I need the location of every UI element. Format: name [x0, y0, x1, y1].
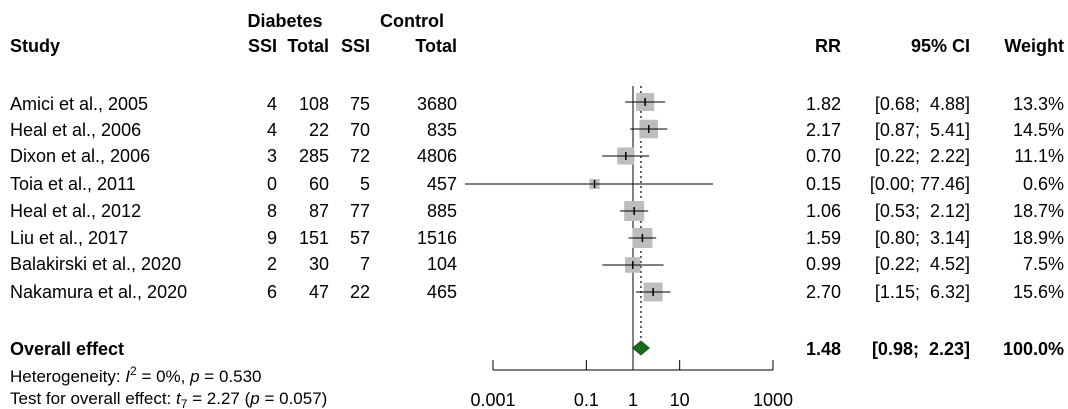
diabetes-total: 22 [309, 120, 329, 140]
control-total: 1516 [417, 228, 457, 248]
control-total: 457 [427, 174, 457, 194]
diabetes-ssi: 0 [267, 174, 277, 194]
table-row: Balakirski et al., 2020 2 30 7 104 0.99 … [10, 254, 1064, 274]
table-row: Heal et al., 2006 4 22 70 835 2.17 [0.87… [10, 120, 1064, 140]
diabetes-ssi: 6 [267, 282, 277, 302]
rr-value: 0.70 [806, 146, 841, 166]
control-total: 4806 [417, 146, 457, 166]
header-control-total: Total [415, 36, 457, 56]
heterogeneity-text: Heterogeneity: I2 = 0%, p = 0.530 [10, 364, 262, 386]
study-name: Balakirski et al., 2020 [10, 254, 181, 274]
table-row: Nakamura et al., 2020 6 47 22 465 2.70 [… [10, 282, 1064, 302]
header-study: Study [10, 36, 60, 56]
ci-value: [0.00; 77.46] [870, 174, 970, 194]
table-row: Heal et al., 2012 8 87 77 885 1.06 [0.53… [10, 201, 1064, 221]
control-total: 104 [427, 254, 457, 274]
rr-value: 0.15 [806, 174, 841, 194]
control-total: 885 [427, 201, 457, 221]
diabetes-ssi: 9 [267, 228, 277, 248]
ci-value: [0.53; 2.12] [875, 201, 970, 221]
diabetes-ssi: 4 [267, 120, 277, 140]
control-total: 465 [427, 282, 457, 302]
diabetes-ssi: 8 [267, 201, 277, 221]
overall-rr-value: 1.48 [806, 339, 841, 359]
overall-ci-value: [0.98; 2.23] [872, 339, 970, 359]
control-ssi: 5 [360, 174, 370, 194]
table-header: Diabetes Control Study SSI Total SSI Tot… [10, 11, 1064, 56]
rr-value: 1.06 [806, 201, 841, 221]
ci-value: [0.22; 4.52] [875, 254, 970, 274]
study-name: Liu et al., 2017 [10, 228, 128, 248]
rr-value: 1.59 [806, 228, 841, 248]
x-tick-label: 1000 [753, 390, 793, 409]
weight-value: 18.9% [1013, 228, 1064, 248]
weight-value: 11.1% [1014, 146, 1064, 166]
diabetes-total: 30 [309, 254, 329, 274]
diabetes-total: 151 [299, 228, 329, 248]
ci-value: [0.22; 2.22] [875, 146, 970, 166]
study-table: Amici et al., 2005 4 108 75 3680 1.82 [0… [10, 94, 1064, 302]
control-ssi: 70 [350, 120, 370, 140]
study-name: Dixon et al., 2006 [10, 146, 150, 166]
diabetes-ssi: 4 [267, 94, 277, 114]
rr-value: 1.82 [806, 94, 841, 114]
x-tick-label: 10 [670, 390, 690, 409]
header-weight: Weight [1004, 36, 1064, 56]
weight-value: 13.3% [1013, 94, 1064, 114]
ci-value: [1.15; 6.32] [875, 282, 970, 302]
study-name: Amici et al., 2005 [10, 94, 148, 114]
control-total: 835 [427, 120, 457, 140]
diabetes-ssi: 3 [267, 146, 277, 166]
weight-value: 14.5% [1013, 120, 1064, 140]
rr-value: 0.99 [806, 254, 841, 274]
header-group-control: Control [380, 11, 444, 31]
header-diabetes-total: Total [287, 36, 329, 56]
forest-plot-area: 0.001 0.1 1 10 1000 [465, 86, 793, 409]
control-ssi: 77 [350, 201, 370, 221]
study-name: Nakamura et al., 2020 [10, 282, 187, 302]
header-rr: RR [815, 36, 841, 56]
rr-value: 2.70 [806, 282, 841, 302]
ci-value: [0.80; 3.14] [875, 228, 970, 248]
study-name: Heal et al., 2006 [10, 120, 141, 140]
header-diabetes-ssi: SSI [248, 36, 277, 56]
x-tick-label: 0.001 [470, 390, 515, 409]
control-ssi: 57 [350, 228, 370, 248]
diabetes-ssi: 2 [267, 254, 277, 274]
table-row: Amici et al., 2005 4 108 75 3680 1.82 [0… [10, 94, 1064, 114]
header-ci: 95% CI [911, 36, 970, 56]
weight-value: 15.6% [1013, 282, 1064, 302]
study-name: Heal et al., 2012 [10, 201, 141, 221]
study-name: Toia et al., 2011 [10, 174, 136, 194]
overall-weight-value: 100.0% [1003, 339, 1064, 359]
overall-row: Overall effect 1.48 [0.98; 2.23] 100.0% [10, 339, 1064, 359]
control-ssi: 22 [350, 282, 370, 302]
table-row: Toia et al., 2011 0 60 5 457 0.15 [0.00;… [10, 174, 1064, 194]
x-tick-label: 0.1 [574, 390, 599, 409]
x-tick-label: 1 [628, 390, 638, 409]
ci-value: [0.87; 5.41] [875, 120, 970, 140]
overall-effect-diamond [631, 340, 650, 356]
ci-value: [0.68; 4.88] [875, 94, 970, 114]
diabetes-total: 87 [309, 201, 329, 221]
overall-label: Overall effect [10, 339, 124, 359]
diabetes-total: 285 [299, 146, 329, 166]
diabetes-total: 47 [309, 282, 329, 302]
table-row: Dixon et al., 2006 3 285 72 4806 0.70 [0… [10, 146, 1064, 166]
header-group-diabetes: Diabetes [247, 11, 322, 31]
control-total: 3680 [417, 94, 457, 114]
rr-value: 2.17 [806, 120, 841, 140]
header-control-ssi: SSI [341, 36, 370, 56]
control-ssi: 7 [360, 254, 370, 274]
diabetes-total: 108 [299, 94, 329, 114]
diabetes-total: 60 [309, 174, 329, 194]
table-row: Liu et al., 2017 9 151 57 1516 1.59 [0.8… [10, 228, 1064, 248]
overall-test-text: Test for overall effect: t7 = 2.27 (p = … [10, 389, 327, 409]
control-ssi: 72 [350, 146, 370, 166]
control-ssi: 75 [350, 94, 370, 114]
weight-value: 18.7% [1013, 201, 1064, 221]
weight-value: 0.6% [1023, 174, 1064, 194]
weight-value: 7.5% [1023, 254, 1064, 274]
